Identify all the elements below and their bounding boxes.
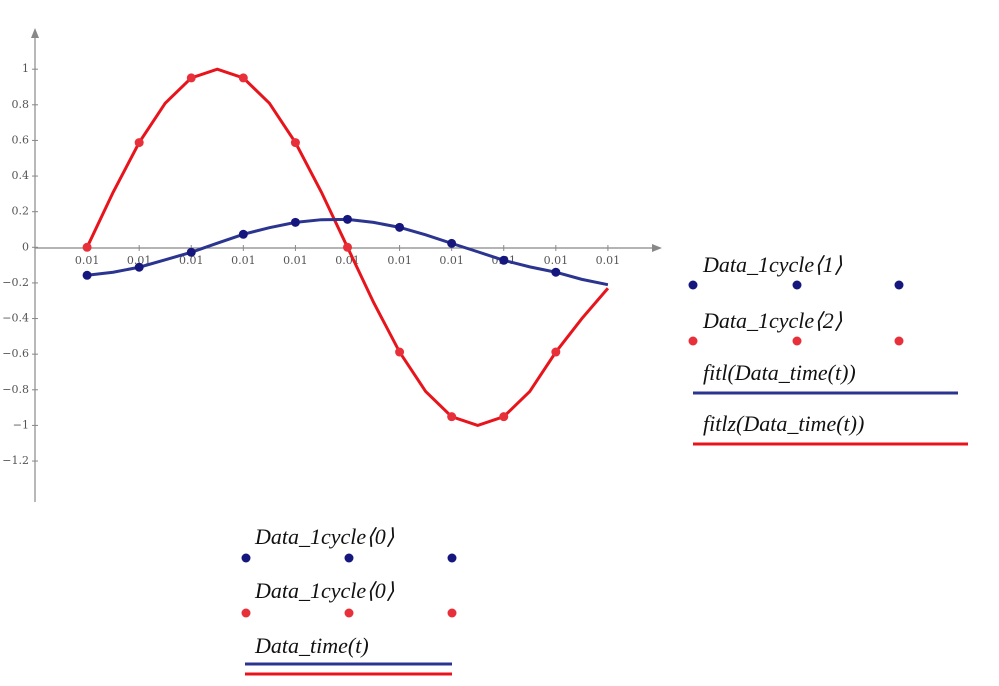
axis-legend-marker xyxy=(241,553,251,563)
legend-marker xyxy=(894,336,904,346)
legend-marker xyxy=(792,280,802,290)
data-point xyxy=(134,138,144,148)
data-point xyxy=(447,412,457,422)
data-point xyxy=(238,229,248,239)
axis-legend-marker xyxy=(344,553,354,563)
data-point xyxy=(290,138,300,148)
data-point xyxy=(290,217,300,227)
y-tick-label: −1.2 xyxy=(2,454,29,467)
x-tick-label: 0.01 xyxy=(544,254,569,267)
y-tick-label: 0 xyxy=(22,240,29,253)
y-tick-label: −0.2 xyxy=(2,276,29,289)
legend-marker xyxy=(894,280,904,290)
x-tick-label: 0.01 xyxy=(283,254,308,267)
data-point xyxy=(395,222,405,232)
y-tick-label: −1 xyxy=(13,418,29,431)
legend-marker xyxy=(688,336,698,346)
y-tick-label: −0.6 xyxy=(2,347,29,360)
axis-legend-marker xyxy=(344,608,354,618)
y-tick-label: 0.2 xyxy=(12,205,30,218)
data-point xyxy=(82,242,92,252)
legend-marker xyxy=(688,280,698,290)
data-point xyxy=(551,267,561,277)
x-tick-label: 0.01 xyxy=(439,254,464,267)
y-tick-label: 0.6 xyxy=(12,133,30,146)
x-tick-label: 0.01 xyxy=(387,254,412,267)
x-axis-label: Data_1cycle⟨0⟩ xyxy=(254,578,395,603)
y-tick-label: 1 xyxy=(22,62,29,75)
legend-label: fitlz(Data_time(t)) xyxy=(703,411,864,436)
data-point xyxy=(238,73,248,83)
legend-label: Data_1cycle⟨1⟩ xyxy=(702,252,843,277)
data-point xyxy=(499,412,509,422)
y-tick-label: 0.8 xyxy=(12,98,30,111)
legend-label: Data_1cycle⟨2⟩ xyxy=(702,308,843,333)
x-tick-label: 0.01 xyxy=(127,254,152,267)
axis-legend-marker xyxy=(241,608,251,618)
x-tick-label: 0.01 xyxy=(75,254,100,267)
legend-marker xyxy=(792,336,802,346)
x-tick-label: 0.01 xyxy=(231,254,256,267)
axis-legend-marker xyxy=(447,553,457,563)
data-point xyxy=(186,73,196,83)
y-tick-label: −0.8 xyxy=(2,383,29,396)
y-tick-label: 0.4 xyxy=(12,169,30,182)
data-point xyxy=(499,255,509,265)
x-axis-label: Data_time(t) xyxy=(254,633,369,658)
fit-line xyxy=(86,217,609,287)
x-axis-arrow xyxy=(652,244,662,252)
x-tick-label: 0.01 xyxy=(179,254,204,267)
data-point xyxy=(395,347,405,357)
data-point xyxy=(343,242,352,252)
axis-legend-marker xyxy=(447,608,457,618)
data-point xyxy=(551,347,561,357)
y-axis-arrow xyxy=(31,28,39,38)
data-point xyxy=(186,247,196,257)
data-point xyxy=(82,270,92,280)
data-point xyxy=(447,238,457,248)
x-axis-label: Data_1cycle⟨0⟩ xyxy=(254,524,395,549)
data-point xyxy=(343,214,352,224)
x-tick-label: 0.01 xyxy=(596,254,621,267)
y-tick-label: −0.4 xyxy=(2,312,29,325)
data-point xyxy=(134,262,144,272)
legend-label: fitl(Data_time(t)) xyxy=(703,360,856,385)
